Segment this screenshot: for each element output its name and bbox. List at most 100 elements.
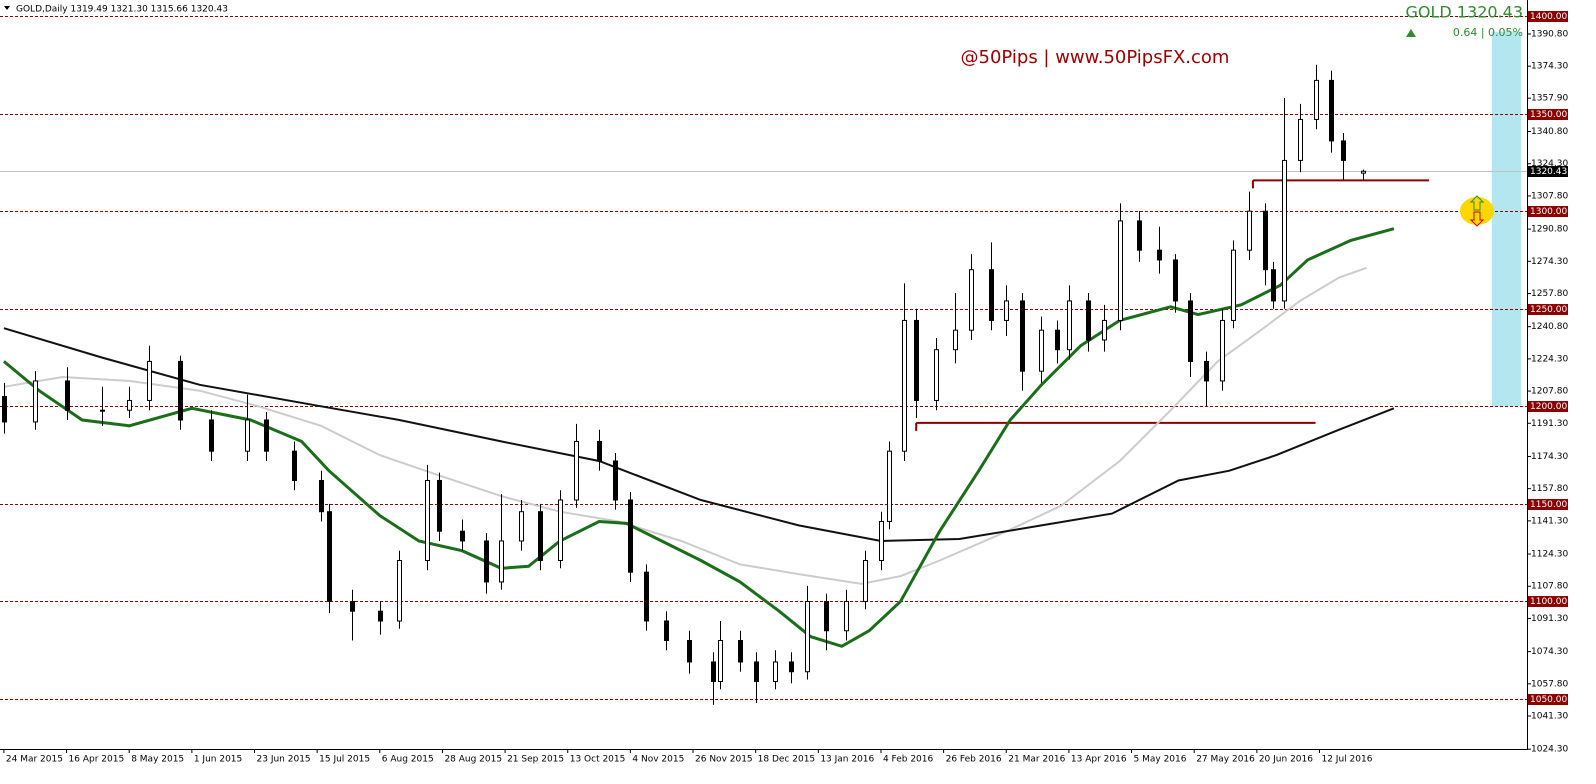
candle-body (718, 639, 723, 682)
level-label: 1150.00 (1530, 500, 1567, 510)
candle-body (1173, 259, 1178, 302)
candle-body (1004, 300, 1009, 321)
y-tick-label: 1374.30 (1531, 62, 1568, 72)
candle-body (1220, 319, 1225, 382)
x-tick-label: 27 May 2016 (1196, 755, 1255, 765)
candle-body (1314, 79, 1319, 120)
candle-body (805, 600, 810, 673)
x-tick-label: 6 Aug 2015 (382, 755, 434, 765)
x-tick-label: 26 Feb 2016 (946, 755, 1002, 765)
x-tick-label: 4 Nov 2015 (632, 755, 684, 765)
candle-body (574, 440, 579, 501)
candle-body (824, 600, 829, 632)
symbol-price: GOLD 1320.43 (1406, 3, 1523, 22)
candle-body (628, 499, 633, 573)
candle-body (1039, 329, 1044, 372)
y-tick-label: 1191.30 (1531, 419, 1568, 429)
candle-body (1298, 118, 1303, 161)
watermark: @50Pips | www.50PipsFX.com (961, 47, 1230, 68)
level-label: 1300.00 (1530, 207, 1567, 217)
candle-body (178, 360, 183, 421)
x-tick-label: 21 Mar 2016 (1008, 755, 1065, 765)
candle-body (1102, 319, 1107, 341)
candle-body (65, 380, 70, 411)
candle-body (738, 639, 743, 663)
moving-average (3, 327, 1395, 543)
x-tick-label: 13 Apr 2016 (1071, 755, 1127, 765)
y-tick-label: 1107.80 (1531, 582, 1568, 592)
x-tick-label: 4 Feb 2016 (883, 755, 934, 765)
y-tick-label: 1174.30 (1531, 452, 1568, 462)
candle-body (292, 450, 297, 481)
candle-body (127, 399, 132, 411)
candle-body (1329, 79, 1334, 142)
y-tick-label: 1024.30 (1531, 745, 1568, 755)
target-zone (1491, 31, 1522, 407)
candle-body (773, 661, 778, 682)
candle-body (319, 479, 324, 513)
candle-body (644, 571, 649, 622)
y-tick-label: 1157.80 (1531, 484, 1568, 494)
candle-body (245, 419, 250, 452)
candle-body (2, 396, 7, 423)
candle-body (437, 479, 442, 532)
candle-body (934, 349, 939, 401)
x-tick-label: 20 Jun 2016 (1259, 755, 1313, 765)
x-tick-label: 1 Jun 2015 (194, 755, 242, 765)
x-tick-label: 12 Jul 2016 (1321, 755, 1372, 765)
y-tick-label: 1074.30 (1531, 647, 1568, 657)
level-label-box (1528, 499, 1568, 510)
candle-body (1157, 249, 1162, 261)
x-tick-label: 24 Mar 2015 (6, 755, 63, 765)
y-tick-label: 1274.30 (1531, 257, 1568, 267)
y-tick-label: 1041.30 (1531, 712, 1568, 722)
candle-body (1086, 300, 1091, 341)
current-price-label: 1320.43 (1530, 167, 1567, 177)
y-tick-label: 1390.80 (1531, 29, 1568, 39)
level-label-box (1528, 304, 1568, 315)
candle-body (887, 450, 892, 522)
candle-body (1055, 329, 1060, 351)
candle-body (484, 540, 489, 583)
candle-body (1067, 300, 1072, 351)
y-tick-label: 1124.30 (1531, 550, 1568, 560)
current-price-box (1528, 166, 1568, 177)
y-tick-label: 1324.30 (1531, 159, 1568, 169)
level-label-box (1528, 694, 1568, 705)
moving-average (3, 266, 1367, 585)
candle-body (1204, 360, 1209, 382)
candle-body (969, 269, 974, 331)
candle-body (844, 600, 849, 632)
candle-body (664, 620, 669, 641)
candle-body (460, 530, 465, 542)
candle-body (989, 269, 994, 321)
y-tick-label: 1290.80 (1531, 225, 1568, 235)
candle-body (147, 360, 152, 401)
candle-body (902, 319, 907, 452)
candle-body (327, 511, 332, 602)
level-label-box (1528, 11, 1568, 22)
candle-body (879, 520, 884, 561)
candle-body (33, 380, 38, 423)
candle-body (687, 639, 692, 663)
candle-body (425, 479, 430, 561)
y-tick-label: 1340.80 (1531, 127, 1568, 137)
level-label: 1200.00 (1530, 402, 1567, 412)
x-tick-label: 18 Dec 2015 (758, 755, 816, 765)
y-tick-label: 1091.30 (1531, 614, 1568, 624)
candle-body (519, 511, 524, 542)
candle-body (711, 661, 716, 682)
x-tick-label: 13 Jan 2016 (820, 755, 874, 765)
candle-body (789, 661, 794, 673)
menu-arrow[interactable] (4, 6, 10, 10)
x-tick-label: 28 Aug 2015 (444, 755, 502, 765)
candle-body (597, 440, 602, 462)
level-label-box (1528, 596, 1568, 607)
x-tick-label: 15 Jul 2015 (319, 755, 370, 765)
x-tick-label: 5 May 2016 (1134, 755, 1187, 765)
candle-body (499, 540, 504, 583)
candle-body (1137, 220, 1142, 251)
candle-body (863, 559, 868, 602)
y-tick-label: 1141.30 (1531, 516, 1568, 526)
